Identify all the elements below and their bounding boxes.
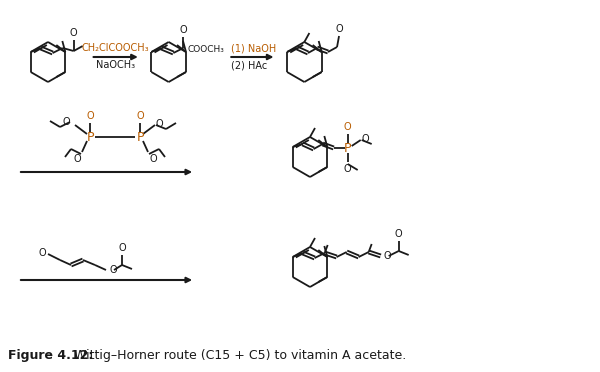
Text: P: P	[136, 131, 144, 144]
Text: Figure 4.12:: Figure 4.12:	[8, 349, 94, 362]
Text: O: O	[362, 134, 370, 144]
Text: O: O	[395, 229, 403, 239]
Text: P: P	[344, 141, 352, 154]
Text: COOCH₃: COOCH₃	[187, 45, 224, 54]
Text: O: O	[73, 154, 81, 164]
Text: O: O	[383, 251, 391, 261]
Text: O: O	[109, 265, 116, 275]
Text: Wittig–Horner route (C15 + C5) to vitamin A acetate.: Wittig–Horner route (C15 + C5) to vitami…	[70, 349, 406, 362]
Text: O: O	[118, 243, 126, 253]
Text: O: O	[62, 117, 70, 127]
Text: O: O	[344, 164, 352, 174]
Text: O: O	[179, 25, 187, 35]
Text: CH₂ClCOOCH₃: CH₂ClCOOCH₃	[82, 43, 149, 53]
Text: NaOCH₃: NaOCH₃	[96, 60, 135, 70]
Text: O: O	[70, 28, 77, 38]
Text: O: O	[149, 154, 157, 164]
Text: P: P	[86, 131, 94, 144]
Text: O: O	[38, 248, 46, 258]
Text: O: O	[86, 111, 94, 121]
Text: O: O	[156, 119, 164, 129]
Text: (2) HAc: (2) HAc	[232, 60, 268, 70]
Text: O: O	[136, 111, 144, 121]
Text: O: O	[344, 122, 352, 132]
Text: O: O	[335, 24, 343, 34]
Text: (1) NaOH: (1) NaOH	[232, 43, 277, 53]
